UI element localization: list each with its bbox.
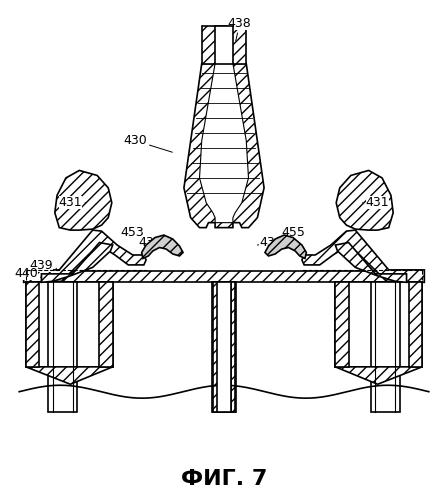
Text: 434: 434 — [258, 236, 283, 249]
Polygon shape — [142, 235, 183, 258]
Text: 432: 432 — [139, 236, 164, 249]
Polygon shape — [24, 230, 146, 282]
Text: 430: 430 — [123, 134, 172, 152]
Bar — [26, 282, 113, 367]
Text: 439: 439 — [30, 260, 56, 272]
Bar — [26, 282, 39, 367]
Text: 440: 440 — [14, 268, 42, 280]
Bar — [409, 282, 422, 367]
Polygon shape — [335, 367, 422, 384]
Polygon shape — [336, 170, 393, 230]
Bar — [335, 282, 349, 367]
Bar — [211, 282, 237, 412]
Polygon shape — [265, 235, 306, 258]
Bar — [202, 26, 246, 64]
Text: ФИГ. 7: ФИГ. 7 — [181, 468, 267, 488]
Text: 438: 438 — [228, 18, 251, 41]
Bar — [215, 26, 233, 64]
Text: 455: 455 — [277, 226, 305, 239]
Text: 453: 453 — [121, 226, 148, 239]
Polygon shape — [55, 170, 112, 230]
Bar — [48, 282, 77, 412]
Bar — [371, 282, 400, 412]
Text: 431: 431 — [59, 196, 86, 209]
Bar — [99, 282, 113, 367]
Polygon shape — [42, 242, 113, 282]
Polygon shape — [199, 64, 249, 222]
Bar — [213, 282, 235, 412]
Text: 431: 431 — [362, 196, 389, 209]
Polygon shape — [26, 367, 113, 384]
Bar — [335, 282, 422, 367]
Bar — [24, 272, 424, 282]
Bar — [217, 282, 231, 412]
Polygon shape — [302, 230, 424, 282]
Polygon shape — [335, 242, 406, 282]
Polygon shape — [184, 64, 264, 228]
